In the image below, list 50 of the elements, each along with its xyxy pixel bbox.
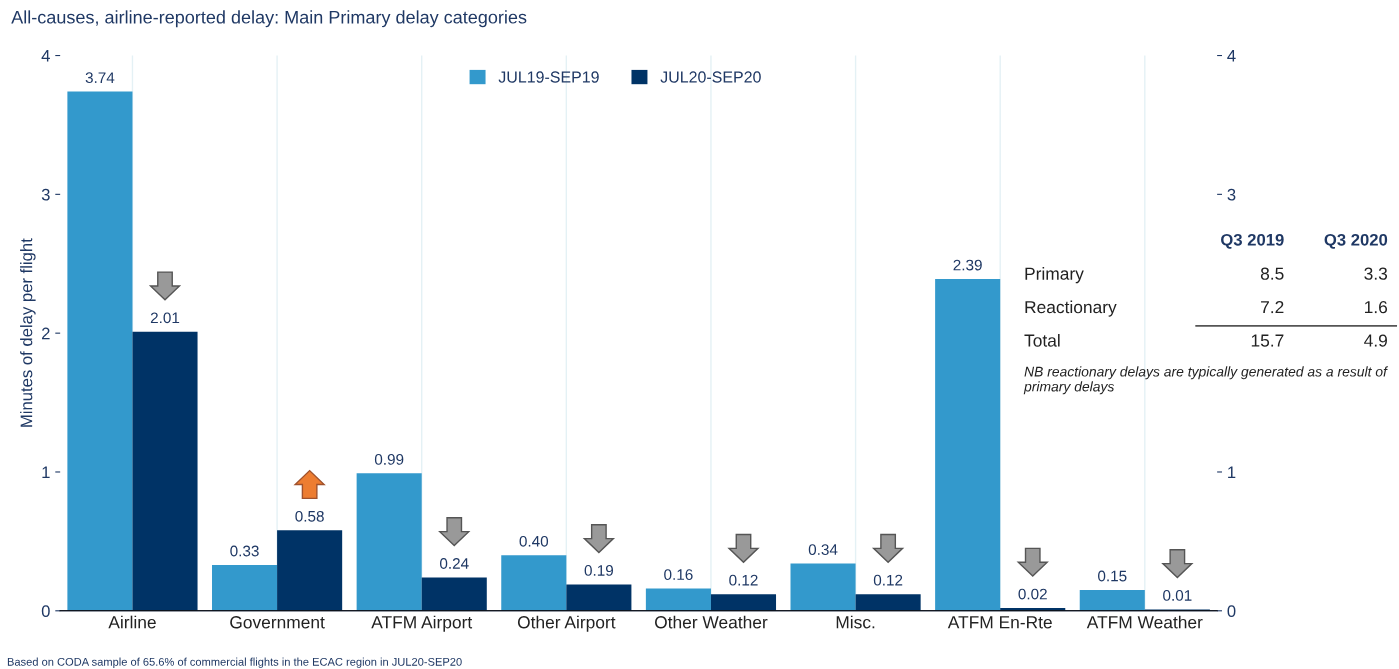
x-tick-label: Other Weather — [655, 615, 768, 629]
text: 1.6 — [1365, 300, 1388, 314]
data-label: 0.15 — [1098, 570, 1127, 582]
y-axis-title: Minutes of delay per flight — [20, 238, 36, 427]
x-tick-label: ATFM En-Rte — [947, 616, 1052, 629]
text: 15.7 — [1251, 334, 1284, 347]
data-label: 0.58 — [295, 510, 324, 522]
y-tick-label: 0 — [41, 605, 50, 617]
annotation: Total — [1024, 333, 1060, 347]
annotation: Reactionary — [1025, 300, 1117, 317]
x-tick-label: ATFM Airport — [371, 615, 473, 632]
y-tick-label: 2 — [42, 327, 50, 340]
legend-label: JUL20-SEP20 — [660, 71, 761, 83]
y-tick-label: 4 — [41, 50, 50, 62]
text: 3.3 — [1364, 267, 1388, 280]
x-tick-label: Misc. — [836, 615, 875, 629]
y2-tick-label: 0 — [1227, 605, 1236, 617]
text: 4.9 — [1364, 334, 1387, 347]
data-label: 0.12 — [729, 574, 758, 586]
data-label: 0.12 — [873, 574, 903, 586]
data-label: 0.99 — [374, 453, 404, 465]
annotation: NB reactionary delays are typically generated as a result of primary delays — [1023, 366, 1389, 395]
data-label: 0.40 — [519, 535, 549, 547]
data-label: 0.19 — [584, 565, 614, 576]
annotation: Primary — [1025, 267, 1084, 284]
legend-label: JUL19-SEP19 — [498, 71, 599, 83]
text: 7.2 — [1261, 300, 1284, 314]
x-tick-label: Airline — [108, 615, 156, 629]
data-label: 0.33 — [230, 545, 259, 557]
data-label: 0.01 — [1163, 590, 1192, 601]
data-label: 2.01 — [150, 312, 180, 324]
y-tick-label: 1 — [42, 466, 50, 479]
text: 8.5 — [1260, 267, 1284, 280]
y-tick-label: 3 — [41, 188, 50, 201]
data-label: 3.74 — [85, 72, 115, 84]
data-label: 2.39 — [953, 259, 982, 271]
x-tick-label: ATFM Weather — [1086, 615, 1203, 629]
text: Q3 2020 — [1324, 233, 1388, 249]
x-tick-label: Other Airport — [517, 615, 616, 632]
data-label: 0.24 — [439, 558, 469, 569]
data-label: 0.02 — [1018, 588, 1047, 600]
x-tick-label: Government — [230, 616, 325, 629]
data-label: 0.16 — [664, 569, 693, 581]
y2-tick-label: 1 — [1228, 466, 1236, 479]
y2-tick-label: 3 — [1227, 188, 1236, 201]
text: Q3 2019 — [1221, 233, 1284, 249]
data-label: 0.34 — [808, 544, 838, 556]
y2-tick-label: 4 — [1227, 50, 1236, 62]
chart-title: All-causes, airline-reported delay: Main Primary delay categories — [11, 10, 527, 28]
text: Based on CODA sample of 65.6% of commercial flights in the ECAC region in JUL20-SEP20 — [7, 657, 462, 668]
